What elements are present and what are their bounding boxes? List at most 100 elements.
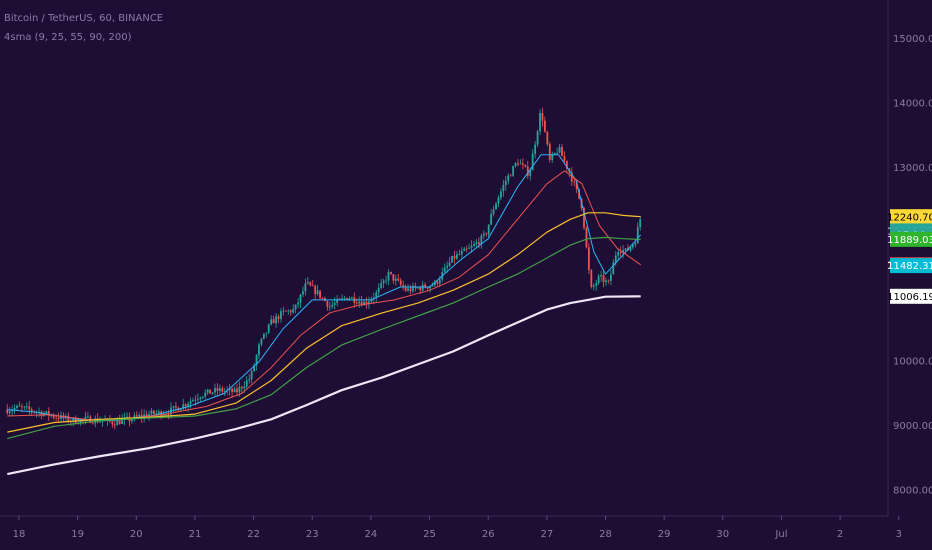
candle-body	[546, 131, 549, 145]
candle-body	[631, 244, 634, 248]
candle-body	[475, 242, 478, 245]
candle-body	[492, 209, 495, 215]
candle-body	[473, 244, 475, 247]
candle-body	[265, 332, 268, 334]
candle-body	[184, 404, 187, 407]
candle-body	[272, 319, 275, 324]
candle-body	[297, 302, 299, 305]
candle-body	[634, 243, 637, 245]
candle-body	[328, 306, 331, 308]
candle-body	[612, 262, 615, 275]
candle-body	[111, 421, 114, 425]
price-tag	[890, 231, 932, 247]
candle-body	[118, 420, 121, 424]
symbol-title[interactable]: Bitcoin / TetherUS, 60, BINANCE	[4, 13, 164, 24]
sma-55-line	[7, 212, 641, 433]
candle-body	[6, 409, 9, 414]
candle-body	[377, 287, 380, 293]
sma-90-line	[7, 236, 641, 440]
candle-body	[539, 113, 541, 132]
candle-body	[605, 280, 607, 283]
candle-body	[407, 288, 409, 291]
candle-body	[600, 275, 603, 277]
candle-body	[409, 288, 412, 292]
candle-body	[306, 282, 309, 284]
candle-body	[292, 309, 295, 313]
time-axis[interactable]: 18 19 20 21 22 23 24 25 26 27 28 29 30 Jul 2 3	[13, 516, 902, 540]
candle-body	[419, 287, 422, 291]
candle-body	[463, 248, 466, 251]
candle-body	[321, 297, 324, 299]
candle-body	[135, 415, 138, 417]
candle-body	[145, 414, 148, 417]
candle-body	[519, 163, 522, 165]
candle-body	[443, 267, 446, 272]
candle-body	[565, 160, 568, 169]
candle-body	[11, 409, 14, 412]
candle-body	[55, 417, 58, 419]
candle-body	[412, 285, 414, 292]
candle-body	[302, 291, 304, 295]
candle-body	[575, 182, 578, 190]
time-tick-label: 25	[423, 529, 436, 540]
candle-body	[240, 387, 243, 389]
candle-body	[619, 251, 622, 254]
candle-body	[531, 153, 534, 171]
candle-body	[206, 389, 209, 393]
candle-body	[287, 310, 290, 312]
candle-body	[504, 180, 507, 186]
candle-body	[18, 405, 21, 407]
candle-body	[314, 285, 317, 295]
candle-body	[47, 411, 50, 416]
price-axis[interactable]: 15000.00 14000.00 13000.00 10000.00 9000.00 8…	[893, 34, 932, 497]
time-tick-label: 3	[896, 529, 902, 540]
time-tick-label: 30	[716, 529, 729, 540]
candle-body	[138, 415, 141, 417]
candle-body	[541, 113, 544, 121]
candle-body	[614, 255, 617, 263]
candle-body	[416, 287, 419, 289]
candle-body	[52, 415, 55, 418]
sma-25-line	[7, 170, 641, 421]
candle-body	[179, 408, 182, 411]
candle-body	[228, 388, 231, 391]
time-tick-label: 20	[130, 529, 143, 540]
candle-body	[57, 417, 60, 420]
candle-body	[187, 404, 190, 407]
candle-body	[319, 290, 321, 298]
candle-body	[126, 416, 128, 418]
candle-body	[363, 301, 365, 306]
candle-body	[60, 415, 62, 420]
candle-body	[573, 181, 576, 183]
candle-body	[543, 120, 546, 132]
candle-body	[131, 419, 133, 422]
indicator-legend[interactable]: 4sma (9, 25, 55, 90, 200)	[4, 32, 132, 43]
candle-body	[570, 172, 573, 182]
candle-body	[238, 387, 241, 393]
candle-body	[390, 271, 392, 275]
candle-body	[602, 275, 605, 283]
candle-body	[563, 156, 566, 161]
candle-body	[478, 242, 480, 245]
candle-body	[174, 406, 177, 408]
candle-body	[639, 219, 642, 228]
candle-body	[275, 316, 277, 324]
time-tick-label: 18	[13, 529, 26, 540]
time-tick-label: 2	[837, 529, 843, 540]
candle-body	[192, 400, 194, 402]
candle-body	[236, 388, 238, 393]
candle-body	[209, 389, 212, 394]
price-tag	[890, 288, 932, 304]
candle-body	[150, 410, 153, 415]
candle-body	[101, 421, 104, 422]
candle-body	[482, 233, 485, 236]
candle-body	[512, 166, 515, 176]
candle-body	[522, 163, 524, 165]
candle-body	[561, 146, 563, 157]
candle-body	[431, 285, 434, 287]
candle-body	[99, 421, 102, 423]
candle-body	[155, 413, 158, 415]
candle-body	[113, 424, 116, 426]
